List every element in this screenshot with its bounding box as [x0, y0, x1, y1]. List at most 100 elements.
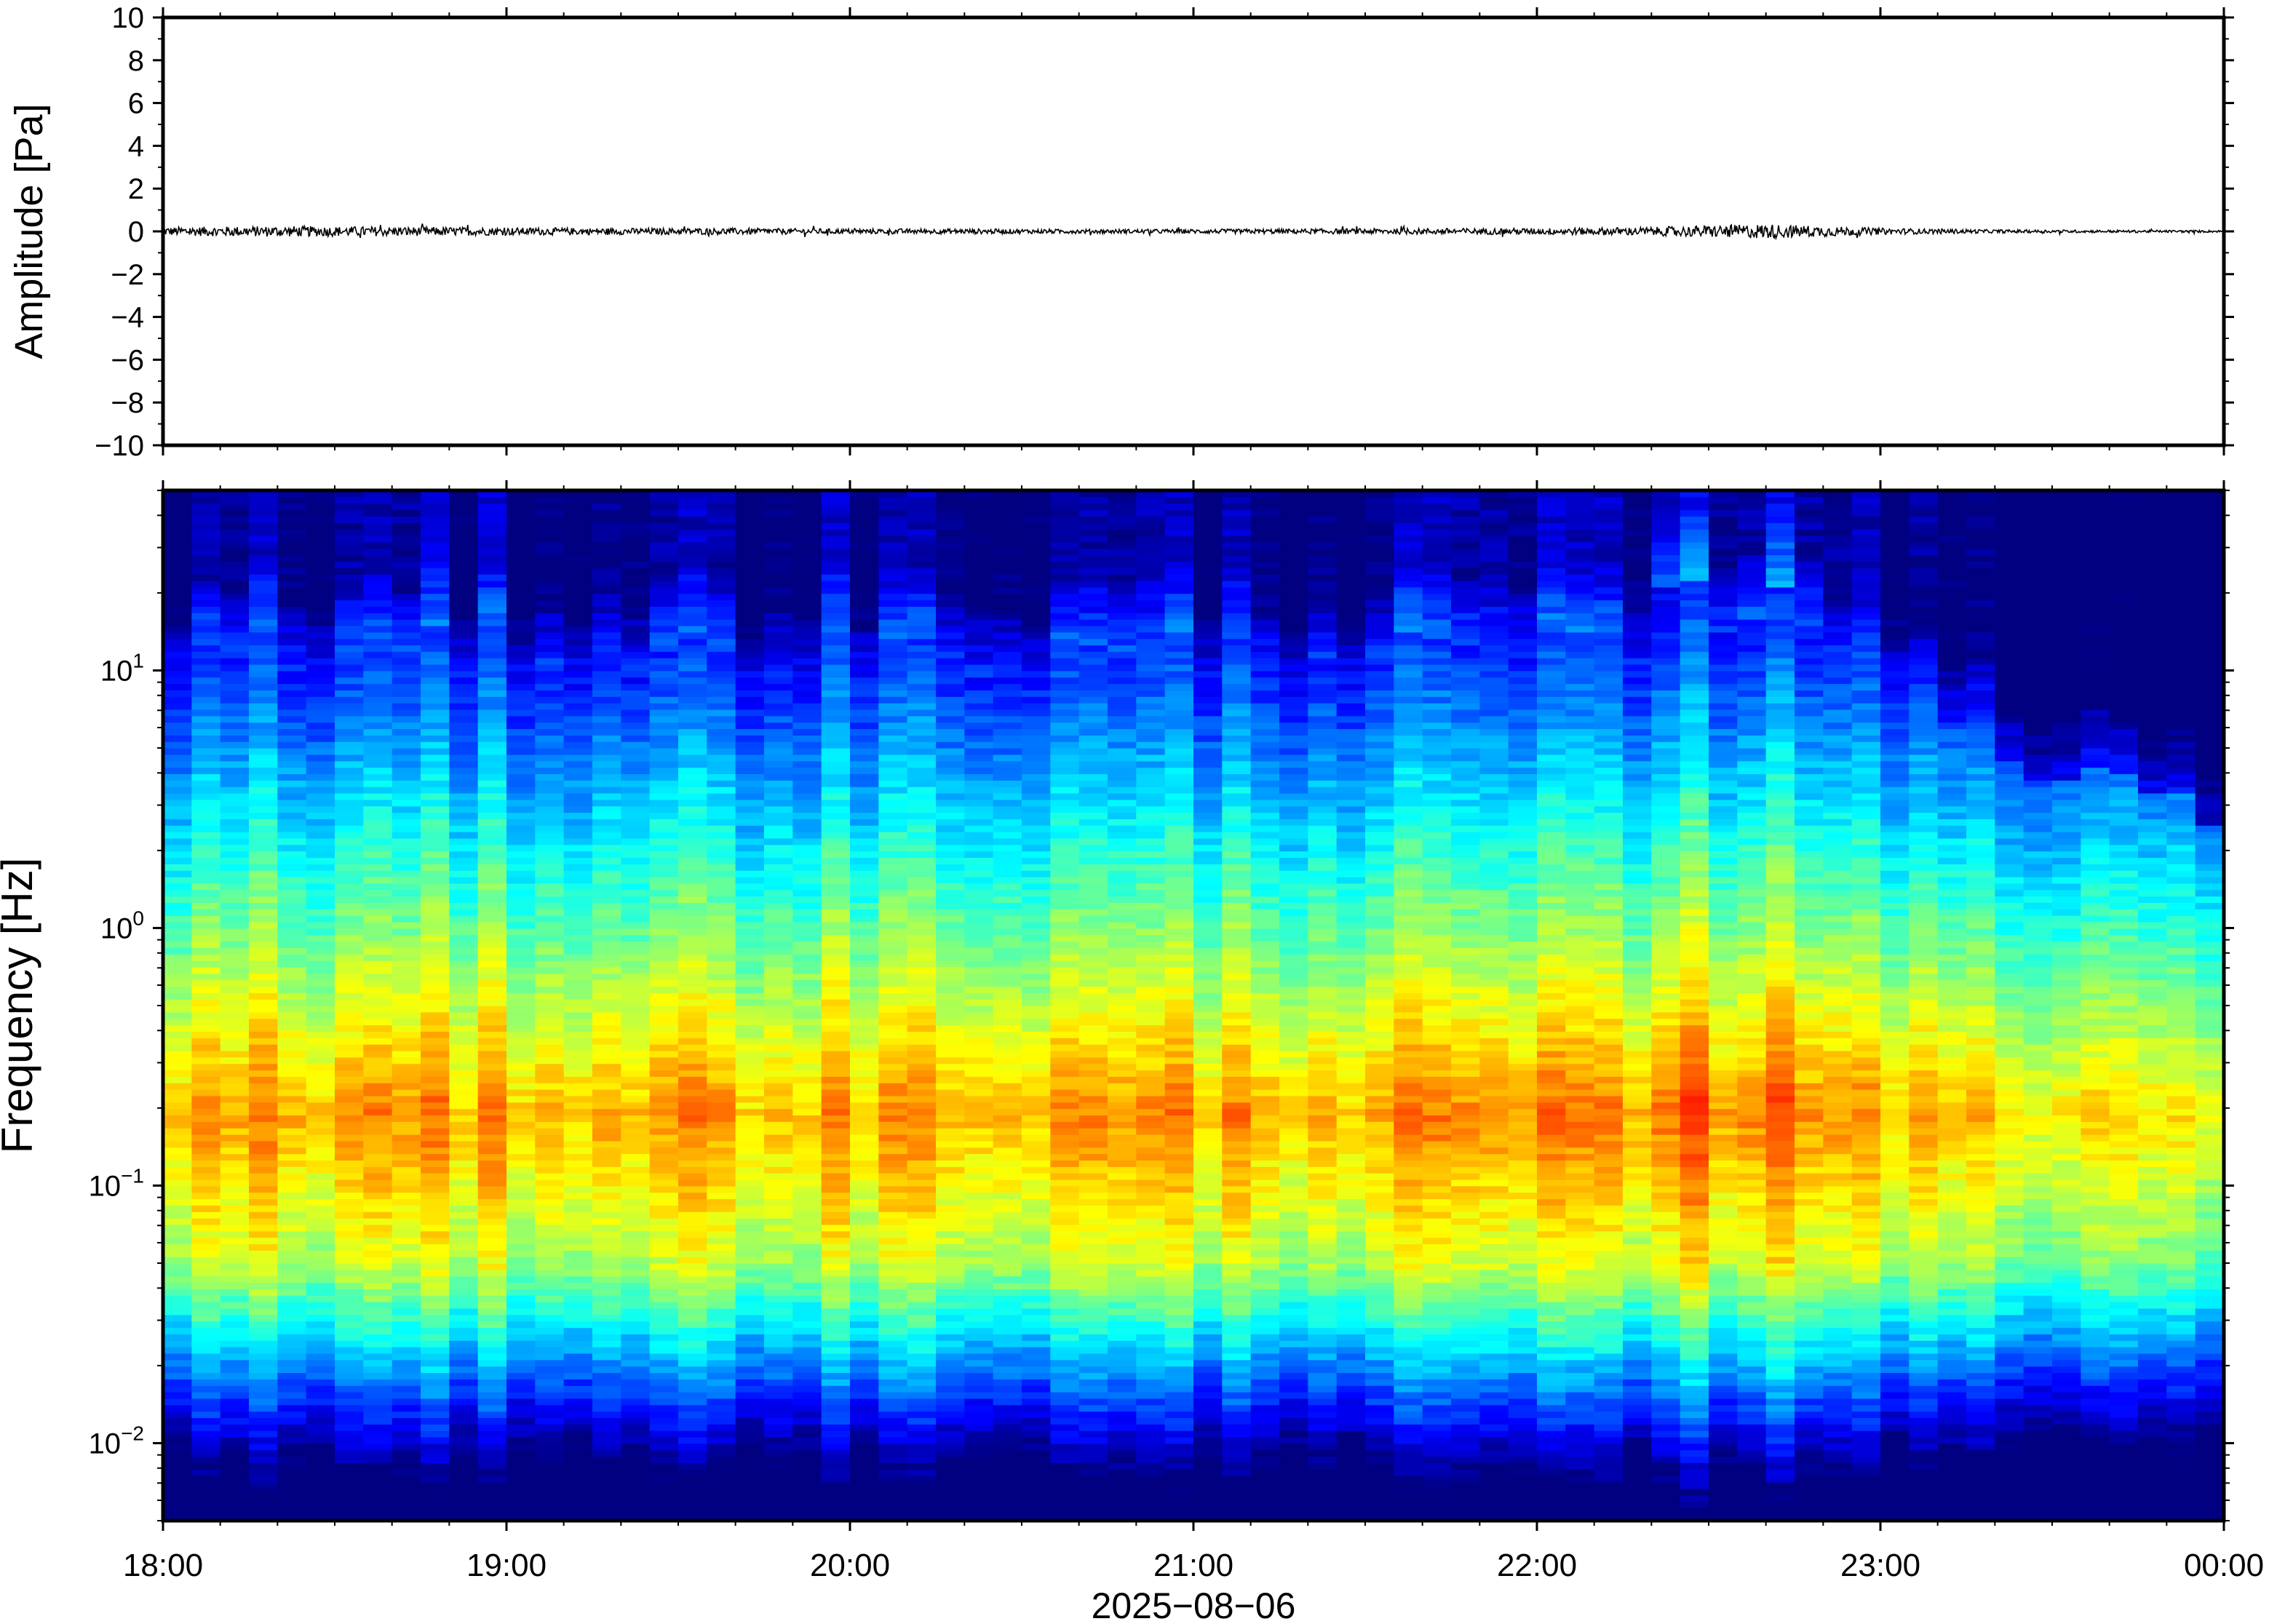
spectrogram-cell [792, 1128, 822, 1135]
spectrogram-cell [421, 503, 450, 511]
spectrogram-cell [563, 574, 593, 581]
spectrogram-cell [249, 1366, 278, 1374]
spectrogram-cell [277, 516, 307, 523]
spectrogram-cell [191, 683, 221, 690]
spectrogram-cell [535, 509, 565, 517]
spectrogram-cell [335, 709, 364, 717]
spectrogram-cell [163, 954, 192, 961]
spectrogram-cell [421, 889, 450, 897]
spectrogram-cell [220, 767, 250, 774]
spectrogram-cell [191, 889, 221, 897]
spectrogram-cell [477, 1038, 507, 1045]
spectrogram-cell [964, 690, 994, 697]
spectrogram-cell [392, 792, 421, 800]
spectrogram-cell [449, 1481, 479, 1489]
spectrogram-cell [335, 574, 364, 581]
spectrogram-cell [421, 1353, 450, 1361]
spectrogram-cell [477, 1488, 507, 1496]
spectrogram-cell [621, 960, 651, 968]
spectrogram-cell [649, 1128, 679, 1135]
spectrogram-cell [306, 554, 335, 562]
spectrogram-cell [363, 864, 393, 871]
spectrogram-cell [191, 1179, 221, 1187]
spectrogram-cell [907, 496, 937, 504]
spectrogram-cell [964, 529, 994, 536]
spectrogram-cell [964, 1166, 994, 1174]
spectrogram-cell [449, 1166, 479, 1174]
spectrogram-cell [735, 548, 765, 556]
spectrogram-cell [592, 1501, 621, 1508]
spectrogram-cell [764, 1443, 793, 1451]
spectrogram-cell [592, 1089, 621, 1096]
spectrogram-cell [220, 1115, 250, 1122]
spectrogram-cell [878, 844, 908, 852]
spectrogram-cell [821, 619, 851, 626]
spectrogram-cell [249, 529, 278, 536]
spectrogram-cell [277, 715, 307, 723]
spectrogram-cell [277, 1379, 307, 1386]
spectrogram-cell [936, 1166, 965, 1174]
spectrogram-cell [335, 1243, 364, 1251]
spectrogram-cell [421, 1372, 450, 1380]
spectrogram-cell [506, 1179, 536, 1187]
spectrogram-cell [335, 1481, 364, 1489]
spectrogram-cell [163, 586, 192, 594]
spectrogram-cell [506, 902, 536, 909]
spectrogram-cell [449, 715, 479, 723]
spectrogram-cell [707, 767, 736, 774]
spectrogram-cell [907, 1115, 937, 1122]
spectrogram-cell [678, 748, 707, 755]
spectrogram-cell [249, 1063, 278, 1071]
spectrogram-cell [306, 683, 335, 690]
spectrogram-cell [649, 509, 679, 517]
spectrogram-cell [335, 1115, 364, 1122]
spectrogram-cell [878, 947, 908, 955]
spectrogram-cell [993, 496, 1022, 504]
spectrogram-cell [563, 1095, 593, 1103]
spectrogram-cell [649, 1218, 679, 1225]
spectrogram-cell [936, 638, 965, 645]
spectrogram-cell [678, 1160, 707, 1167]
spectrogram-cell [735, 773, 765, 781]
spectrogram-cell [306, 1185, 335, 1193]
spectrogram-cell [707, 503, 736, 511]
spectrogram-cell [277, 837, 307, 845]
spectrogram-cell [163, 496, 192, 504]
spectrogram-cell [735, 651, 765, 658]
spectrogram-cell [335, 999, 364, 1006]
spectrogram-cell [277, 1404, 307, 1412]
spectrogram-cell [421, 1147, 450, 1155]
spectrogram-cell [477, 780, 507, 787]
spectrogram-cell [392, 683, 421, 690]
spectrogram-cell [363, 754, 393, 762]
spectrogram-cell [249, 1494, 278, 1502]
spectrogram-cell [449, 1205, 479, 1212]
spectrogram-cell [421, 600, 450, 607]
spectrogram-cell [163, 799, 192, 807]
spectrogram-cell [792, 632, 822, 640]
spectrogram-cell [220, 844, 250, 852]
spectrogram-cell [936, 1462, 965, 1470]
spectrogram-cell [335, 1462, 364, 1470]
spectrogram-cell [993, 703, 1022, 710]
spectrogram-cell [850, 1257, 879, 1264]
spectrogram-cell [792, 638, 822, 645]
spectrogram-cell [191, 670, 221, 678]
spectrogram-cell [821, 954, 851, 961]
spectrogram-cell [592, 812, 621, 819]
spectrogram-cell [335, 857, 364, 864]
spectrogram-cell [878, 1153, 908, 1161]
spectrogram-cell [907, 574, 937, 581]
spectrogram-cell [878, 812, 908, 819]
spectrogram-cell [563, 1089, 593, 1096]
spectrogram-cell [421, 857, 450, 864]
spectrogram-cell [878, 606, 908, 613]
spectrogram-cell [592, 1327, 621, 1334]
spectrogram-cell [220, 1379, 250, 1386]
spectrogram-cell [306, 1289, 335, 1296]
spectrogram-cell [993, 792, 1022, 800]
spectrogram-cell [850, 593, 879, 601]
spectrogram-cell [707, 1050, 736, 1058]
spectrogram-cell [907, 1275, 937, 1283]
spectrogram-cell [335, 1404, 364, 1412]
